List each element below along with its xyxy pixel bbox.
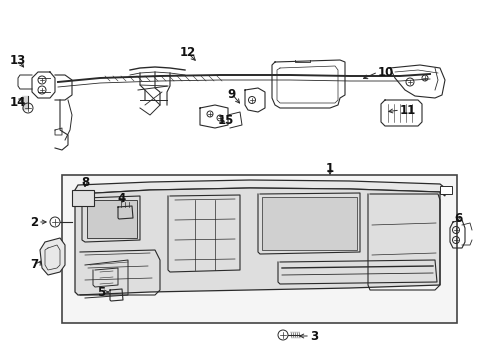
- Text: 9: 9: [227, 87, 236, 100]
- Text: 10: 10: [377, 66, 393, 78]
- Polygon shape: [40, 238, 65, 275]
- Text: 1: 1: [325, 162, 333, 175]
- Text: 14: 14: [10, 95, 26, 108]
- Text: 4: 4: [118, 192, 126, 204]
- Text: 6: 6: [453, 211, 461, 225]
- Text: 2: 2: [30, 216, 38, 229]
- Text: 13: 13: [10, 54, 26, 67]
- Text: 8: 8: [81, 176, 89, 189]
- Polygon shape: [75, 180, 444, 196]
- Text: 12: 12: [180, 46, 196, 59]
- Polygon shape: [75, 188, 439, 295]
- Text: 11: 11: [399, 104, 415, 117]
- Bar: [62, 175, 456, 323]
- Text: 3: 3: [309, 329, 318, 342]
- Text: 7: 7: [30, 258, 38, 271]
- Bar: [439, 186, 451, 194]
- Bar: [87, 200, 137, 238]
- Text: 5: 5: [97, 285, 105, 298]
- Bar: [262, 197, 356, 250]
- Text: 15: 15: [218, 113, 234, 126]
- Bar: [72, 190, 94, 206]
